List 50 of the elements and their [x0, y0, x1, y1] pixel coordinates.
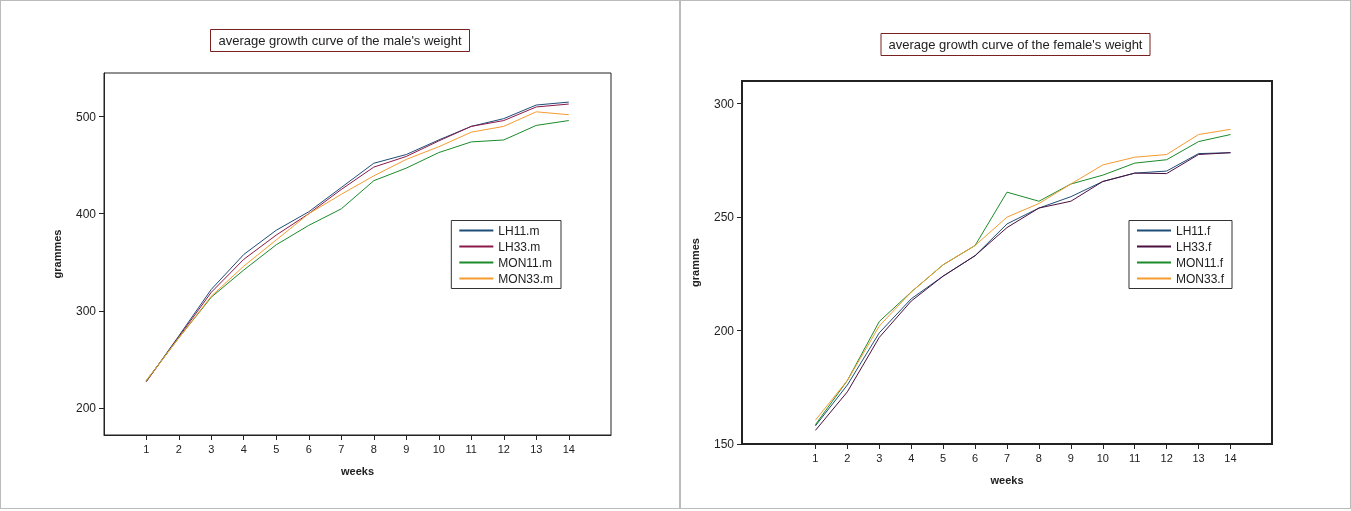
- x-tick-label: 4: [240, 442, 247, 455]
- legend-label: LH11.m: [498, 223, 540, 238]
- x-tick-label: 8: [370, 442, 377, 455]
- x-tick-label: 13: [530, 442, 543, 455]
- y-tick-label: 200: [75, 400, 97, 415]
- y-tick-label: 300: [713, 96, 735, 111]
- x-tick-label: 7: [338, 442, 345, 455]
- x-tick-label: 1: [143, 442, 150, 455]
- legend-label: LH33.m: [498, 239, 541, 254]
- y-tick-label: 500: [75, 109, 97, 124]
- x-tick-label: 6: [305, 442, 312, 455]
- x-tick-label: 11: [1129, 451, 1141, 464]
- chart-title: average growth curve of the male's weight: [218, 33, 462, 48]
- y-axis-title: grammes: [688, 238, 701, 287]
- x-tick-label: 3: [208, 442, 215, 455]
- x-tick-label: 5: [940, 451, 947, 464]
- x-tick-label: 4: [908, 451, 915, 464]
- legend-label: MON33.f: [1175, 271, 1225, 286]
- x-axis-title: weeks: [339, 464, 375, 477]
- x-tick-label: 8: [1035, 451, 1042, 464]
- y-tick-label: 400: [75, 206, 97, 221]
- x-axis-title: weeks: [989, 473, 1024, 486]
- x-tick-label: 2: [175, 442, 182, 455]
- x-tick-label: 10: [1096, 451, 1109, 464]
- y-tick-label: 300: [75, 303, 97, 318]
- x-tick-label: 12: [497, 442, 510, 455]
- chart-title: average growth curve of the female's weight: [888, 37, 1143, 52]
- x-tick-label: 14: [562, 442, 575, 455]
- x-tick-label: 11: [465, 442, 477, 455]
- x-tick-label: 14: [1224, 451, 1237, 464]
- x-tick-label: 2: [844, 451, 851, 464]
- x-tick-label: 9: [403, 442, 410, 455]
- y-tick-label: 200: [713, 323, 735, 338]
- x-tick-label: 12: [1160, 451, 1173, 464]
- x-tick-label: 10: [432, 442, 445, 455]
- x-tick-label: 3: [876, 451, 883, 464]
- y-tick-label: 250: [713, 210, 735, 225]
- x-tick-label: 5: [273, 442, 280, 455]
- x-tick-label: 6: [972, 451, 979, 464]
- x-tick-label: 9: [1067, 451, 1074, 464]
- legend-label: MON11.m: [498, 255, 553, 270]
- y-tick-label: 150: [713, 437, 735, 451]
- legend-label: LH11.f: [1175, 223, 1212, 238]
- legend-label: LH33.f: [1175, 239, 1213, 254]
- x-tick-label: 7: [1003, 451, 1011, 464]
- x-tick-label: 13: [1192, 451, 1205, 464]
- legend-label: MON33.m: [498, 271, 554, 286]
- legend-label: MON11.f: [1175, 255, 1224, 270]
- x-tick-label: 1: [812, 451, 819, 464]
- y-axis-title: grammes: [50, 229, 63, 279]
